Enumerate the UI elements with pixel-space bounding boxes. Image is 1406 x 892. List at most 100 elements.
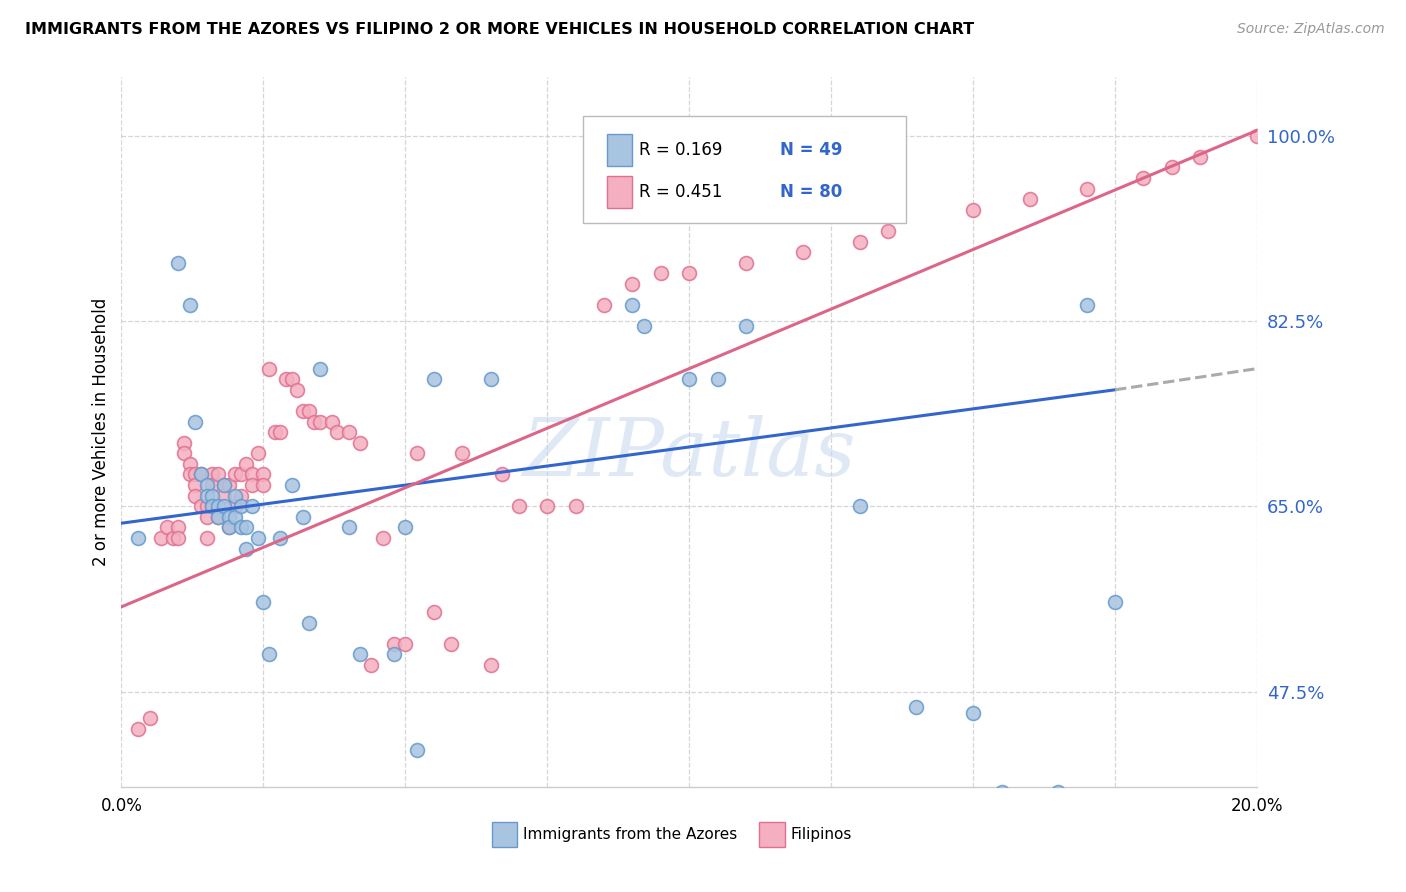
Point bbox=[240, 500, 263, 514]
Point bbox=[246, 531, 269, 545]
Point bbox=[706, 372, 728, 386]
Point bbox=[190, 467, 212, 482]
Point bbox=[207, 509, 229, 524]
Point bbox=[848, 235, 870, 249]
Point bbox=[298, 404, 321, 418]
Point bbox=[224, 509, 246, 524]
Point bbox=[990, 785, 1012, 799]
Point bbox=[564, 500, 586, 514]
Point bbox=[195, 509, 218, 524]
Point bbox=[508, 500, 530, 514]
Point bbox=[139, 711, 162, 725]
Point bbox=[349, 435, 371, 450]
Point bbox=[394, 520, 416, 534]
Y-axis label: 2 or more Vehicles in Household: 2 or more Vehicles in Household bbox=[93, 298, 110, 566]
Point bbox=[678, 372, 700, 386]
Point bbox=[292, 509, 315, 524]
Point bbox=[162, 531, 184, 545]
Point bbox=[212, 500, 235, 514]
Point bbox=[321, 415, 343, 429]
Point bbox=[127, 722, 149, 736]
Point bbox=[304, 415, 326, 429]
Point bbox=[405, 743, 427, 757]
Point bbox=[1019, 192, 1042, 206]
Text: N = 49: N = 49 bbox=[779, 141, 842, 159]
Point bbox=[201, 478, 224, 492]
Point bbox=[1189, 150, 1212, 164]
Point bbox=[218, 509, 240, 524]
Point bbox=[212, 478, 235, 492]
Point bbox=[229, 467, 252, 482]
Point bbox=[224, 489, 246, 503]
Point bbox=[218, 520, 240, 534]
Point bbox=[184, 489, 207, 503]
Point bbox=[240, 478, 263, 492]
Point bbox=[150, 531, 173, 545]
Point bbox=[905, 700, 928, 714]
Point bbox=[184, 415, 207, 429]
Point bbox=[274, 372, 297, 386]
Text: IMMIGRANTS FROM THE AZORES VS FILIPINO 2 OR MORE VEHICLES IN HOUSEHOLD CORRELATI: IMMIGRANTS FROM THE AZORES VS FILIPINO 2… bbox=[25, 22, 974, 37]
Point bbox=[229, 489, 252, 503]
Point bbox=[593, 298, 616, 312]
Point bbox=[235, 520, 257, 534]
Text: ZIPatlas: ZIPatlas bbox=[523, 415, 856, 492]
Text: R = 0.169: R = 0.169 bbox=[640, 141, 723, 159]
Text: R = 0.451: R = 0.451 bbox=[640, 183, 723, 201]
Point bbox=[173, 446, 195, 460]
Point bbox=[621, 277, 644, 291]
Point bbox=[207, 509, 229, 524]
Point bbox=[962, 706, 984, 720]
Point bbox=[281, 372, 304, 386]
Point bbox=[1076, 181, 1098, 195]
Point bbox=[848, 500, 870, 514]
Point bbox=[184, 467, 207, 482]
Point bbox=[491, 467, 513, 482]
Point bbox=[536, 500, 558, 514]
Point bbox=[1246, 128, 1268, 143]
Point bbox=[218, 520, 240, 534]
Point bbox=[337, 520, 360, 534]
Point bbox=[167, 531, 190, 545]
Point bbox=[281, 478, 304, 492]
Point bbox=[422, 605, 444, 619]
Point bbox=[394, 637, 416, 651]
Point bbox=[1160, 161, 1182, 175]
Point bbox=[735, 256, 758, 270]
Point bbox=[235, 541, 257, 556]
Point bbox=[263, 425, 285, 439]
Point bbox=[252, 478, 274, 492]
Text: Source: ZipAtlas.com: Source: ZipAtlas.com bbox=[1237, 22, 1385, 37]
Point bbox=[190, 467, 212, 482]
Point bbox=[218, 478, 240, 492]
Point bbox=[1132, 171, 1154, 186]
Point bbox=[792, 245, 814, 260]
Point bbox=[179, 457, 201, 471]
Point bbox=[212, 478, 235, 492]
Point bbox=[179, 467, 201, 482]
Text: Filipinos: Filipinos bbox=[790, 827, 852, 841]
Point bbox=[201, 500, 224, 514]
Point bbox=[269, 425, 291, 439]
Point bbox=[201, 467, 224, 482]
Point bbox=[229, 500, 252, 514]
Point bbox=[195, 500, 218, 514]
Point bbox=[201, 489, 224, 503]
Point bbox=[440, 637, 463, 651]
Point bbox=[382, 637, 405, 651]
Point bbox=[678, 266, 700, 280]
Point bbox=[309, 415, 332, 429]
Point bbox=[235, 457, 257, 471]
Point bbox=[371, 531, 394, 545]
Point bbox=[735, 319, 758, 334]
Point bbox=[167, 520, 190, 534]
Point bbox=[201, 500, 224, 514]
Point bbox=[207, 467, 229, 482]
Point bbox=[877, 224, 900, 238]
Point bbox=[1047, 785, 1070, 799]
Text: Immigrants from the Azores: Immigrants from the Azores bbox=[523, 827, 737, 841]
Point bbox=[212, 489, 235, 503]
Point bbox=[224, 467, 246, 482]
Point bbox=[229, 520, 252, 534]
Point bbox=[207, 500, 229, 514]
